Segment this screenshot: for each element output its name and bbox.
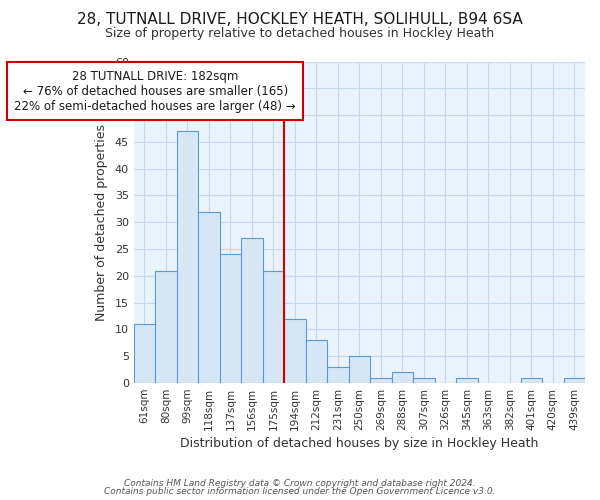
Bar — [263, 270, 284, 383]
Bar — [563, 378, 585, 383]
Text: 28, TUTNALL DRIVE, HOCKLEY HEATH, SOLIHULL, B94 6SA: 28, TUTNALL DRIVE, HOCKLEY HEATH, SOLIHU… — [77, 12, 523, 28]
Bar — [305, 340, 327, 383]
Bar — [155, 270, 176, 383]
Bar — [370, 378, 392, 383]
Bar — [456, 378, 478, 383]
Y-axis label: Number of detached properties: Number of detached properties — [95, 124, 108, 321]
Text: Contains HM Land Registry data © Crown copyright and database right 2024.: Contains HM Land Registry data © Crown c… — [124, 478, 476, 488]
Text: Contains public sector information licensed under the Open Government Licence v3: Contains public sector information licen… — [104, 487, 496, 496]
Bar — [241, 238, 263, 383]
Text: Size of property relative to detached houses in Hockley Heath: Size of property relative to detached ho… — [106, 28, 494, 40]
Bar — [413, 378, 434, 383]
Bar — [349, 356, 370, 383]
Bar — [521, 378, 542, 383]
Bar — [220, 254, 241, 383]
Bar — [176, 131, 198, 383]
Bar — [134, 324, 155, 383]
X-axis label: Distribution of detached houses by size in Hockley Heath: Distribution of detached houses by size … — [180, 437, 539, 450]
Bar — [392, 372, 413, 383]
Text: 28 TUTNALL DRIVE: 182sqm
← 76% of detached houses are smaller (165)
22% of semi-: 28 TUTNALL DRIVE: 182sqm ← 76% of detach… — [14, 70, 296, 112]
Bar — [327, 367, 349, 383]
Bar — [284, 319, 305, 383]
Bar — [198, 212, 220, 383]
